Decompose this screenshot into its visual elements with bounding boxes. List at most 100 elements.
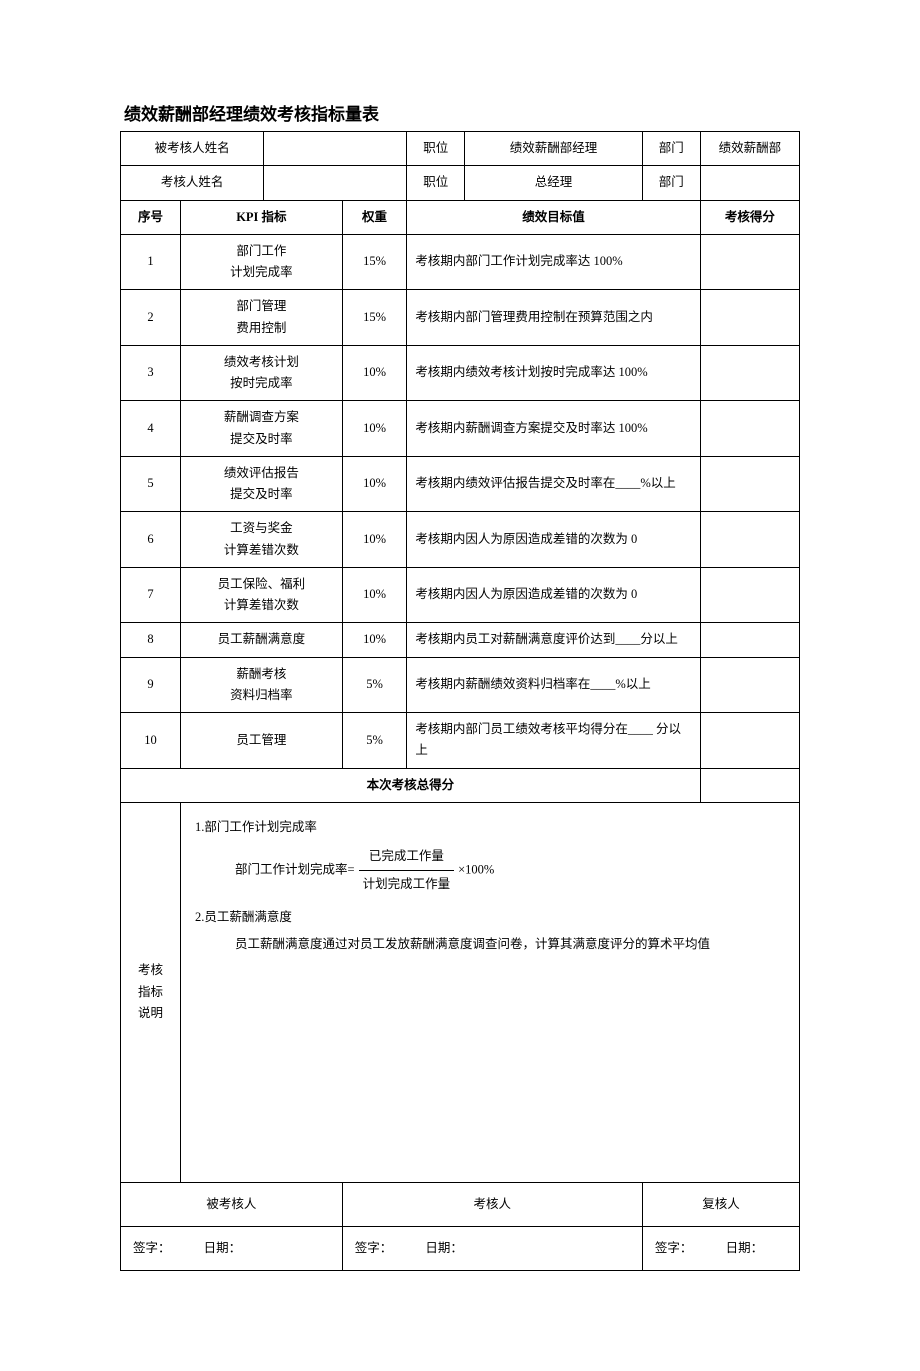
kpi-target: 考核期内部门员工绩效考核平均得分在____ 分以上 <box>407 713 700 769</box>
kpi-row: 9薪酬考核资料归档率5%考核期内薪酬绩效资料归档率在____%以上 <box>121 657 800 713</box>
dept-label-1: 部门 <box>642 132 700 166</box>
column-header-row: 序号 KPI 指标 权重 绩效目标值 考核得分 <box>121 200 800 234</box>
formula-top: 已完成工作量 <box>359 844 455 871</box>
formula-bot: 计划完成工作量 <box>359 871 455 897</box>
evaluee-name-value <box>264 132 407 166</box>
sig-cell-2: 签字： 日期： <box>342 1226 642 1270</box>
notes-item2-desc: 员工薪酬满意度通过对员工发放薪酬满意度调查问卷，计算其满意度评分的算术平均值 <box>195 932 785 957</box>
kpi-row: 10员工管理5%考核期内部门员工绩效考核平均得分在____ 分以上 <box>121 713 800 769</box>
kpi-row: 6工资与奖金计算差错次数10%考核期内因人为原因造成差错的次数为 0 <box>121 512 800 568</box>
kpi-body: 1部门工作计划完成率15%考核期内部门工作计划完成率达 100%2部门管理费用控… <box>121 234 800 768</box>
kpi-score <box>700 713 799 769</box>
kpi-seq: 4 <box>121 401 181 457</box>
kpi-seq: 1 <box>121 234 181 290</box>
kpi-row: 2部门管理费用控制15%考核期内部门管理费用控制在预算范围之内 <box>121 290 800 346</box>
kpi-row: 7员工保险、福利计算差错次数10%考核期内因人为原因造成差错的次数为 0 <box>121 567 800 623</box>
notes-side-l3: 说明 <box>125 1003 176 1024</box>
kpi-seq: 3 <box>121 345 181 401</box>
evaluee-name-label: 被考核人姓名 <box>121 132 264 166</box>
kpi-indicator: 部门管理费用控制 <box>181 290 343 346</box>
kpi-weight: 5% <box>342 713 407 769</box>
sig-cell-1: 签字： 日期： <box>121 1226 343 1270</box>
col-seq: 序号 <box>121 200 181 234</box>
kpi-indicator: 薪酬考核资料归档率 <box>181 657 343 713</box>
kpi-seq: 8 <box>121 623 181 657</box>
sig1-sign: 签字： <box>133 1238 171 1259</box>
notes-content: 1.部门工作计划完成率 部门工作计划完成率=已完成工作量计划完成工作量×100%… <box>181 802 800 1182</box>
signature-fields-row: 签字： 日期： 签字： 日期： 签字： 日期： <box>121 1226 800 1270</box>
col-target: 绩效目标值 <box>407 200 700 234</box>
kpi-row: 3绩效考核计划按时完成率10%考核期内绩效考核计划按时完成率达 100% <box>121 345 800 401</box>
page-title: 绩效薪酬部经理绩效考核指标量表 <box>120 100 800 125</box>
kpi-score <box>700 290 799 346</box>
kpi-score <box>700 234 799 290</box>
notes-row: 考核 指标 说明 1.部门工作计划完成率 部门工作计划完成率=已完成工作量计划完… <box>121 802 800 1182</box>
total-value <box>700 768 799 802</box>
kpi-weight: 10% <box>342 401 407 457</box>
sig-cell-3: 签字： 日期： <box>642 1226 799 1270</box>
kpi-weight: 10% <box>342 512 407 568</box>
kpi-weight: 10% <box>342 456 407 512</box>
position-label-1: 职位 <box>407 132 465 166</box>
kpi-target: 考核期内部门管理费用控制在预算范围之内 <box>407 290 700 346</box>
sig3-sign: 签字： <box>655 1238 693 1259</box>
sig-col2-label: 考核人 <box>342 1182 642 1226</box>
kpi-target: 考核期内绩效评估报告提交及时率在____%以上 <box>407 456 700 512</box>
kpi-target: 考核期内薪酬绩效资料归档率在____%以上 <box>407 657 700 713</box>
dept-value-1: 绩效薪酬部 <box>700 132 799 166</box>
kpi-indicator: 绩效考核计划按时完成率 <box>181 345 343 401</box>
sig-col3-label: 复核人 <box>642 1182 799 1226</box>
col-score: 考核得分 <box>700 200 799 234</box>
formula-prefix: 部门工作计划完成率= <box>235 862 355 876</box>
sig2-sign: 签字： <box>355 1238 393 1259</box>
signature-header-row: 被考核人 考核人 复核人 <box>121 1182 800 1226</box>
kpi-target: 考核期内部门工作计划完成率达 100% <box>407 234 700 290</box>
notes-side-label: 考核 指标 说明 <box>121 802 181 1182</box>
dept-label-2: 部门 <box>642 166 700 200</box>
kpi-target: 考核期内员工对薪酬满意度评价达到____分以上 <box>407 623 700 657</box>
col-kpi: KPI 指标 <box>181 200 343 234</box>
notes-side-l2: 指标 <box>125 982 176 1003</box>
sig2-date: 日期： <box>425 1238 463 1259</box>
position-value-1: 绩效薪酬部经理 <box>465 132 643 166</box>
kpi-row: 4薪酬调查方案提交及时率10%考核期内薪酬调查方案提交及时率达 100% <box>121 401 800 457</box>
kpi-target: 考核期内薪酬调查方案提交及时率达 100% <box>407 401 700 457</box>
kpi-weight: 5% <box>342 657 407 713</box>
kpi-seq: 6 <box>121 512 181 568</box>
notes-item1-formula: 部门工作计划完成率=已完成工作量计划完成工作量×100% <box>195 844 785 897</box>
kpi-weight: 10% <box>342 623 407 657</box>
sig-col1-label: 被考核人 <box>121 1182 343 1226</box>
kpi-row: 5绩效评估报告提交及时率10%考核期内绩效评估报告提交及时率在____%以上 <box>121 456 800 512</box>
header-row-1: 被考核人姓名 职位 绩效薪酬部经理 部门 绩效薪酬部 <box>121 132 800 166</box>
kpi-score <box>700 512 799 568</box>
kpi-seq: 10 <box>121 713 181 769</box>
kpi-row: 8员工薪酬满意度10%考核期内员工对薪酬满意度评价达到____分以上 <box>121 623 800 657</box>
kpi-score <box>700 623 799 657</box>
dept-value-2 <box>700 166 799 200</box>
notes-item2-title: 2.员工薪酬满意度 <box>195 905 785 930</box>
sig1-date: 日期： <box>204 1238 242 1259</box>
total-label: 本次考核总得分 <box>121 768 701 802</box>
kpi-score <box>700 657 799 713</box>
kpi-weight: 10% <box>342 345 407 401</box>
kpi-indicator: 员工保险、福利计算差错次数 <box>181 567 343 623</box>
kpi-weight: 10% <box>342 567 407 623</box>
kpi-score <box>700 345 799 401</box>
sig3-date: 日期： <box>726 1238 764 1259</box>
kpi-score <box>700 401 799 457</box>
kpi-score <box>700 456 799 512</box>
kpi-row: 1部门工作计划完成率15%考核期内部门工作计划完成率达 100% <box>121 234 800 290</box>
kpi-target: 考核期内绩效考核计划按时完成率达 100% <box>407 345 700 401</box>
kpi-target: 考核期内因人为原因造成差错的次数为 0 <box>407 567 700 623</box>
header-row-2: 考核人姓名 职位 总经理 部门 <box>121 166 800 200</box>
kpi-seq: 2 <box>121 290 181 346</box>
evaluator-name-label: 考核人姓名 <box>121 166 264 200</box>
position-label-2: 职位 <box>407 166 465 200</box>
kpi-indicator: 部门工作计划完成率 <box>181 234 343 290</box>
total-row: 本次考核总得分 <box>121 768 800 802</box>
kpi-indicator: 员工管理 <box>181 713 343 769</box>
kpi-indicator: 绩效评估报告提交及时率 <box>181 456 343 512</box>
kpi-weight: 15% <box>342 290 407 346</box>
main-table: 被考核人姓名 职位 绩效薪酬部经理 部门 绩效薪酬部 考核人姓名 职位 总经理 … <box>120 131 800 1271</box>
kpi-seq: 9 <box>121 657 181 713</box>
